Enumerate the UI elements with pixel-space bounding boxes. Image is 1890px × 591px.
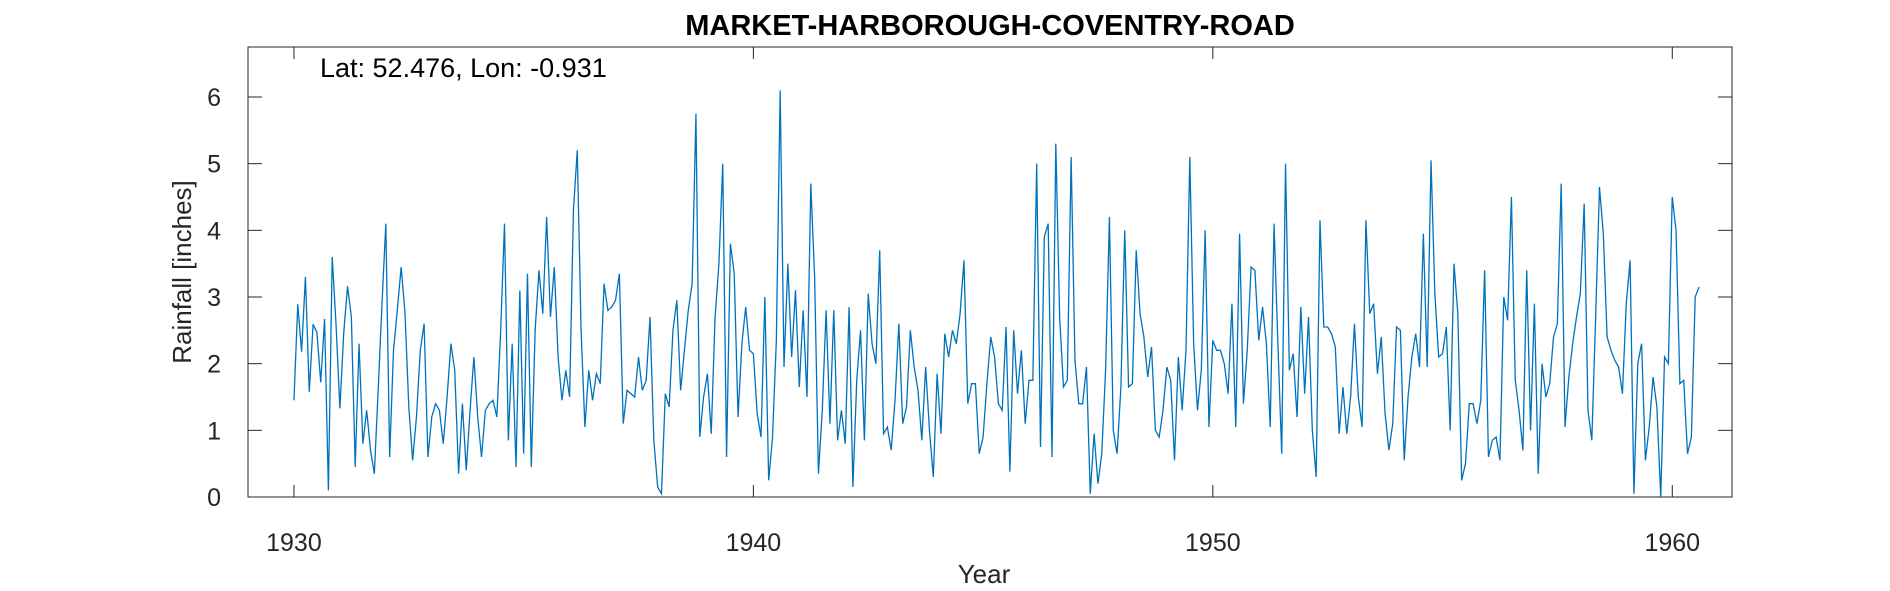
x-axis-label: Year [958,559,1011,589]
y-tick-label: 4 [207,217,221,245]
y-tick-label: 0 [207,484,221,512]
y-axis: 0 1 2 3 4 5 6 [207,84,1732,512]
x-tick-label: 1950 [1185,529,1241,557]
x-tick-label: 1930 [266,529,322,557]
y-axis-label: Rainfall [inches] [167,180,197,364]
x-axis: 1930 1940 1950 1960 [266,47,1700,557]
rainfall-series-line [293,90,1700,498]
y-tick-label: 3 [207,284,221,312]
y-tick-label: 6 [207,84,221,112]
x-tick-label: 1960 [1644,529,1700,557]
y-tick-label: 2 [207,351,221,379]
chart-title: MARKET-HARBOROUGH-COVENTRY-ROAD [685,10,1295,42]
y-tick-label: 5 [207,151,221,179]
location-annotation: Lat: 52.476, Lon: -0.931 [320,53,607,83]
y-tick-label: 1 [207,417,221,445]
x-tick-label: 1940 [726,529,782,557]
